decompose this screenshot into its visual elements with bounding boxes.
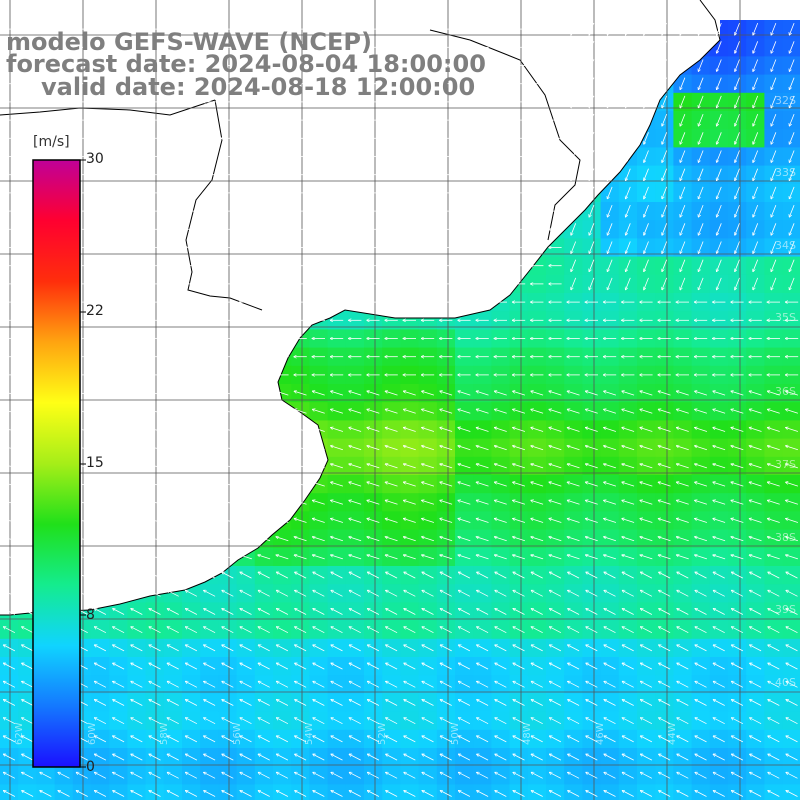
colorbar-tick-8: 8: [86, 607, 95, 623]
wind-cell: [782, 566, 800, 585]
wind-cell: [327, 784, 347, 800]
wind-cell: [0, 784, 19, 800]
wind-cell: [782, 766, 800, 785]
wind-cell: [782, 475, 800, 494]
title-valid-date: valid date: 2024-08-18 12:00:00: [41, 73, 476, 101]
wind-cell: [764, 784, 784, 800]
colorbar: [32, 159, 81, 768]
lon-label: 60W: [87, 722, 98, 745]
lon-label: 56W: [232, 722, 243, 745]
wind-cell: [691, 784, 711, 800]
lon-label: 62W: [14, 722, 25, 745]
wind-cell: [782, 384, 800, 403]
wind-cell: [527, 784, 547, 800]
wind-cell: [182, 784, 201, 800]
wind-cell: [291, 784, 310, 800]
colorbar-tick-30: 30: [86, 151, 104, 167]
wind-cell: [782, 493, 800, 512]
wind-cell: [782, 529, 800, 549]
wind-cell: [673, 784, 693, 800]
wind-cell: [782, 693, 800, 713]
wind-cell: [782, 784, 800, 800]
wind-cell: [582, 784, 602, 800]
wind-cell: [382, 784, 401, 800]
wind-cell: [637, 784, 656, 800]
wind-cell: [145, 784, 165, 800]
lon-label: 54W: [304, 722, 315, 745]
wind-cell: [418, 784, 438, 800]
wind-cell: [436, 784, 456, 800]
wind-cell: [782, 729, 800, 749]
wind-cell: [473, 784, 492, 800]
wind-cell: [491, 784, 511, 800]
lat-label: 34S: [775, 239, 796, 252]
wind-cell: [18, 784, 37, 800]
wind-cell: [236, 784, 256, 800]
wind-cell: [655, 784, 674, 800]
wind-cell: [782, 711, 800, 731]
wind-cell: [782, 584, 800, 603]
wind-cell: [746, 784, 765, 800]
wind-cell: [564, 784, 583, 800]
lat-label: 33S: [775, 166, 796, 179]
wind-cell: [91, 784, 110, 800]
lat-label: 32S: [775, 94, 796, 107]
wind-cell: [600, 784, 620, 800]
lon-label: 44W: [667, 722, 678, 745]
lon-label: 48W: [522, 722, 533, 745]
wind-cell: [200, 784, 219, 800]
wind-cell: [254, 784, 274, 800]
wind-cell: [273, 784, 292, 800]
wind-cell: [782, 620, 800, 640]
lon-label: 46W: [595, 722, 606, 745]
wind-cell: [36, 784, 56, 800]
lon-label: 58W: [159, 722, 170, 745]
lat-label: 40S: [775, 676, 796, 689]
wind-cell: [782, 511, 800, 531]
wind-cell: [618, 784, 638, 800]
wind-cell: [546, 784, 565, 800]
wind-cell: [218, 784, 238, 800]
wind-cell: [782, 402, 800, 421]
wind-cell: [400, 784, 420, 800]
wind-cell: [309, 784, 329, 800]
wind-cell: [72, 784, 92, 800]
lat-label: 37S: [775, 458, 796, 471]
lat-label: 38S: [775, 531, 796, 544]
wind-cell: [782, 438, 800, 458]
wind-cell: [782, 638, 800, 658]
wind-cell: [782, 456, 800, 476]
wind-cell: [109, 784, 128, 800]
lat-label: 39S: [775, 603, 796, 616]
lat-label: 35S: [775, 311, 796, 324]
wind-cell: [364, 784, 383, 800]
wind-cell: [455, 784, 474, 800]
wind-cell: [509, 784, 529, 800]
wind-cell: [782, 657, 800, 676]
colorbar-tick-15: 15: [86, 455, 104, 471]
wind-cell: [782, 547, 800, 567]
colorbar-tick-0: 0: [86, 759, 95, 775]
wind-cell: [163, 784, 183, 800]
colorbar-unit: [m/s]: [33, 134, 70, 150]
wind-cell: [782, 420, 800, 440]
colorbar-tick-22: 22: [86, 303, 104, 319]
lat-label: 36S: [775, 385, 796, 398]
wind-cell: [345, 784, 365, 800]
wind-cell: [728, 784, 747, 800]
wind-cell: [782, 748, 800, 767]
wind-cell: [127, 784, 147, 800]
wind-cell: [709, 784, 729, 800]
wind-cell: [54, 784, 74, 800]
lon-label: 50W: [450, 722, 461, 745]
lon-label: 52W: [377, 722, 388, 745]
